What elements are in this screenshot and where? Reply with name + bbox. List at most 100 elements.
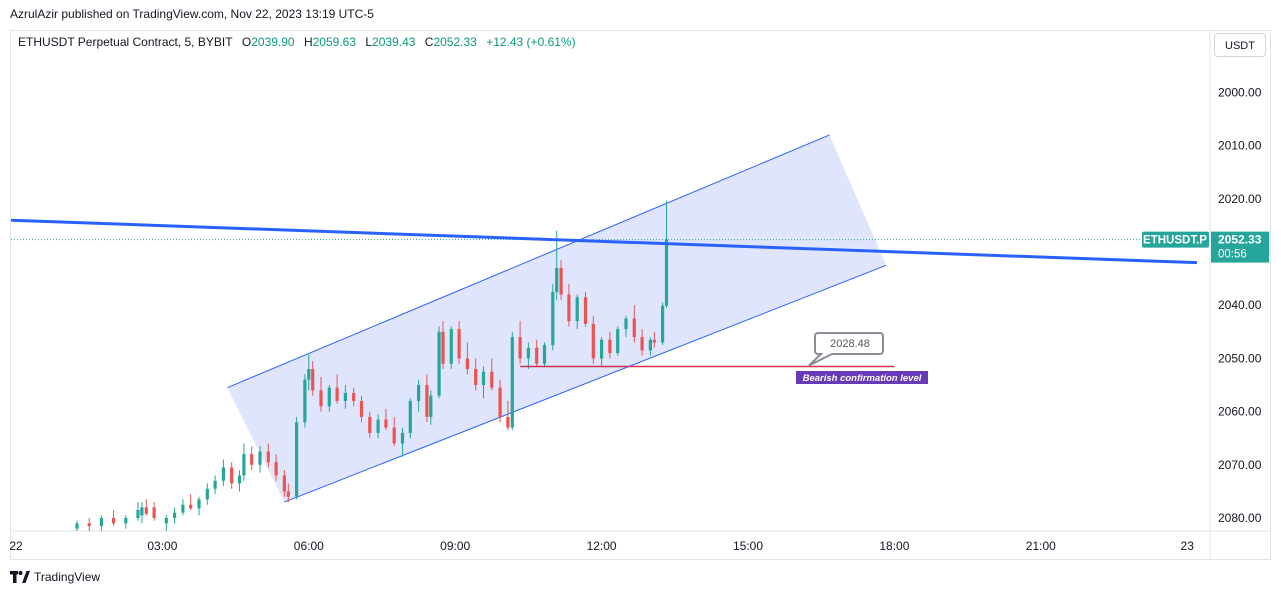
candle-body	[87, 523, 91, 526]
low-label: L	[365, 35, 373, 49]
time-tick-label: 21:00	[1026, 539, 1056, 553]
candle-body	[189, 504, 193, 509]
candle-body	[221, 467, 225, 481]
candle-body	[608, 339, 612, 354]
candle-body	[559, 267, 563, 295]
candle-body	[250, 454, 254, 465]
high-label: H	[303, 35, 313, 49]
price-tick-label: 2070.00	[1218, 458, 1262, 472]
candle-body	[327, 387, 331, 407]
candle-body	[661, 305, 665, 343]
candle-body	[197, 499, 201, 509]
time-tick-label: 06:00	[294, 539, 324, 553]
channel-lower-line[interactable]	[284, 264, 887, 503]
candle-body	[498, 387, 502, 417]
candle-body	[624, 318, 628, 330]
tradingview-logo[interactable]: TradingView	[10, 570, 100, 584]
candle-body	[583, 297, 588, 324]
tradingview-logo-icon	[10, 571, 30, 583]
candle-body	[140, 507, 144, 516]
candle-body	[526, 347, 530, 359]
open-value: 2039.90	[251, 35, 295, 49]
candle-body	[144, 507, 148, 514]
candle-body	[352, 392, 356, 401]
candle-body	[600, 339, 604, 359]
candle-body	[258, 451, 262, 465]
candle-body	[335, 387, 339, 401]
price-tick-label: 2080.00	[1218, 511, 1262, 525]
price-tick-label: 2010.00	[1218, 139, 1262, 153]
candle-body	[465, 358, 469, 370]
candle-body	[359, 400, 364, 417]
candle-body	[282, 475, 286, 492]
candle-body	[376, 419, 380, 433]
tradingview-brand: TradingView	[34, 570, 101, 584]
time-tick-label: 12:00	[587, 539, 617, 553]
candle-body	[457, 329, 461, 359]
chart-pane[interactable]	[10, 30, 1271, 560]
candle-body	[518, 337, 522, 359]
change-value: +12.43 (+0.61%)	[486, 35, 576, 49]
high-value: 2059.63	[312, 35, 357, 49]
time-tick-label: 22	[9, 539, 23, 553]
candle-body	[490, 371, 494, 388]
candle-body	[384, 419, 388, 428]
candle-body	[481, 371, 486, 385]
plot-area	[6, 134, 1210, 531]
time-tick-label: 03:00	[147, 539, 177, 553]
resistance-trendline[interactable]	[6, 218, 1198, 265]
candle-body	[181, 504, 185, 513]
candle-body	[437, 331, 441, 396]
candle-body	[319, 390, 323, 407]
candle-body	[311, 369, 315, 391]
time-tick-label: 15:00	[733, 539, 763, 553]
candle-body	[474, 369, 478, 385]
level-label-text: Bearish confirmation level	[803, 373, 922, 384]
candle-body	[425, 385, 429, 417]
candle-body	[632, 318, 636, 338]
channel-upper-line[interactable]	[227, 134, 830, 389]
candle-body	[449, 329, 453, 364]
bar-countdown: 00:56	[1218, 249, 1247, 261]
time-tick-label: 09:00	[440, 539, 470, 553]
candle-body	[237, 475, 242, 484]
candle-body	[392, 427, 396, 444]
candle-body	[591, 323, 595, 359]
candle-body	[408, 400, 412, 433]
parallel-channel-fill[interactable]	[227, 134, 887, 503]
price-callout[interactable]	[808, 332, 884, 367]
candle-body	[542, 345, 547, 364]
currency-button[interactable]: USDT	[1214, 33, 1266, 57]
last-price-value: 2052.33	[1218, 233, 1262, 247]
symbol-price-tag-text: ETHUSDT.P	[1143, 235, 1207, 247]
price-tick-label: 2040.00	[1218, 298, 1262, 312]
candle-body	[286, 491, 290, 497]
symbol-title[interactable]: ETHUSDT Perpetual Contract, 5, BYBIT	[18, 35, 233, 49]
close-label: C	[424, 35, 434, 49]
time-tick-label: 18:00	[879, 539, 909, 553]
candle-body	[274, 462, 278, 476]
price-tick-label: 2020.00	[1218, 192, 1262, 206]
candle-body	[303, 379, 307, 423]
candle-body	[417, 385, 421, 401]
candle-body	[400, 432, 405, 444]
candle-body	[75, 523, 79, 529]
candle-body	[535, 347, 539, 364]
symbol-price-tag	[1142, 231, 1209, 248]
candle-body	[242, 454, 246, 476]
price-tick-label: 2000.00	[1218, 85, 1262, 99]
candle-body	[164, 518, 168, 524]
candle-body	[648, 339, 652, 351]
candle-body	[652, 339, 656, 343]
candle-body	[266, 451, 270, 463]
candle-body	[664, 239, 669, 306]
candle-body	[575, 297, 579, 322]
level-label-bg[interactable]	[796, 371, 928, 384]
candle-body	[506, 416, 510, 428]
candle-body	[152, 507, 156, 518]
candle-body	[112, 518, 116, 524]
candle-body	[368, 416, 372, 433]
candle-body	[567, 294, 571, 322]
candle-body	[99, 518, 103, 526]
